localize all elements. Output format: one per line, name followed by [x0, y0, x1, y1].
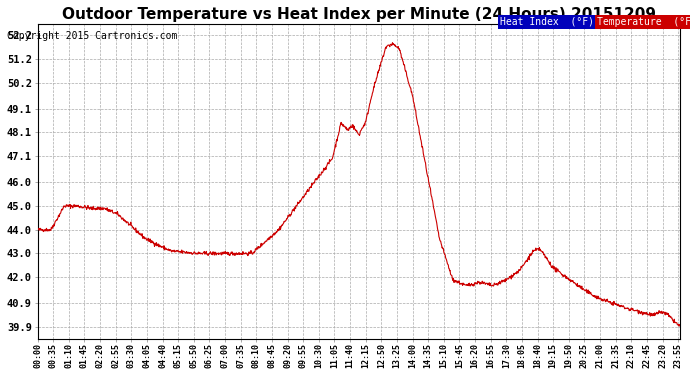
Text: Copyright 2015 Cartronics.com: Copyright 2015 Cartronics.com: [7, 32, 177, 41]
Text: Temperature  (°F): Temperature (°F): [597, 16, 690, 27]
Title: Outdoor Temperature vs Heat Index per Minute (24 Hours) 20151209: Outdoor Temperature vs Heat Index per Mi…: [62, 7, 656, 22]
Text: Heat Index  (°F): Heat Index (°F): [500, 16, 594, 27]
